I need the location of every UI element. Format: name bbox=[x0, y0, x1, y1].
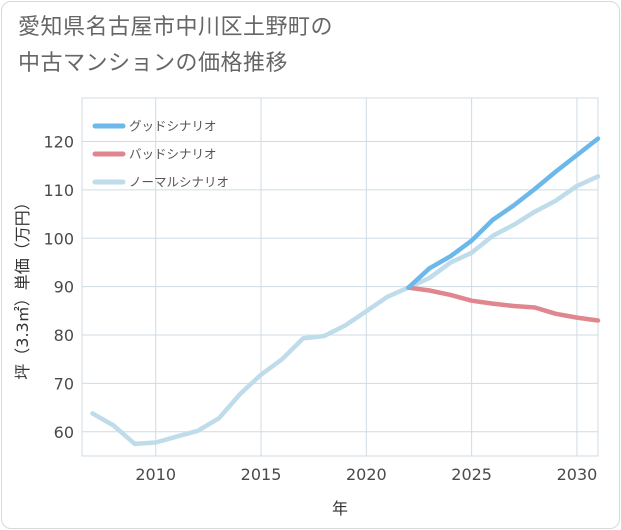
x-tick-label: 2030 bbox=[557, 465, 598, 484]
series-line-0 bbox=[406, 136, 601, 290]
y-tick-label: 120 bbox=[43, 133, 74, 152]
legend-label: ノーマルシナリオ bbox=[129, 175, 229, 190]
y-tick-label: 90 bbox=[54, 278, 74, 297]
plot-frame bbox=[81, 97, 599, 457]
y-tick-label: 100 bbox=[43, 229, 74, 248]
x-tick-label: 2020 bbox=[346, 465, 387, 484]
y-tick-label: 110 bbox=[43, 181, 74, 200]
y-tick-label: 60 bbox=[54, 423, 74, 442]
y-tick-label: 80 bbox=[54, 326, 74, 345]
y-axis-label: 坪（3.3㎡）単価（万円） bbox=[13, 194, 32, 379]
series-lines bbox=[90, 136, 601, 447]
x-tick-label: 2010 bbox=[135, 465, 176, 484]
y-tick-label: 70 bbox=[54, 374, 74, 393]
series-line-1 bbox=[406, 285, 601, 323]
x-axis-label: 年 bbox=[332, 499, 348, 518]
series-line-2 bbox=[90, 174, 601, 447]
chart-title: 愛知県名古屋市中川区土野町の 中古マンションの価格推移 bbox=[18, 10, 333, 82]
tick-labels: 2010 2015 2020 2025 2030 60 70 80 90 100 110 120 bbox=[43, 133, 597, 484]
title-line-2: 中古マンションの価格推移 bbox=[18, 51, 289, 76]
legend-label: バッドシナリオ bbox=[129, 147, 217, 162]
x-tick-label: 2015 bbox=[241, 465, 282, 484]
x-tick-label: 2025 bbox=[451, 465, 492, 484]
grid-lines bbox=[81, 97, 599, 457]
legend-label: グッドシナリオ bbox=[129, 119, 217, 134]
title-line-1: 愛知県名古屋市中川区土野町の bbox=[18, 15, 334, 40]
